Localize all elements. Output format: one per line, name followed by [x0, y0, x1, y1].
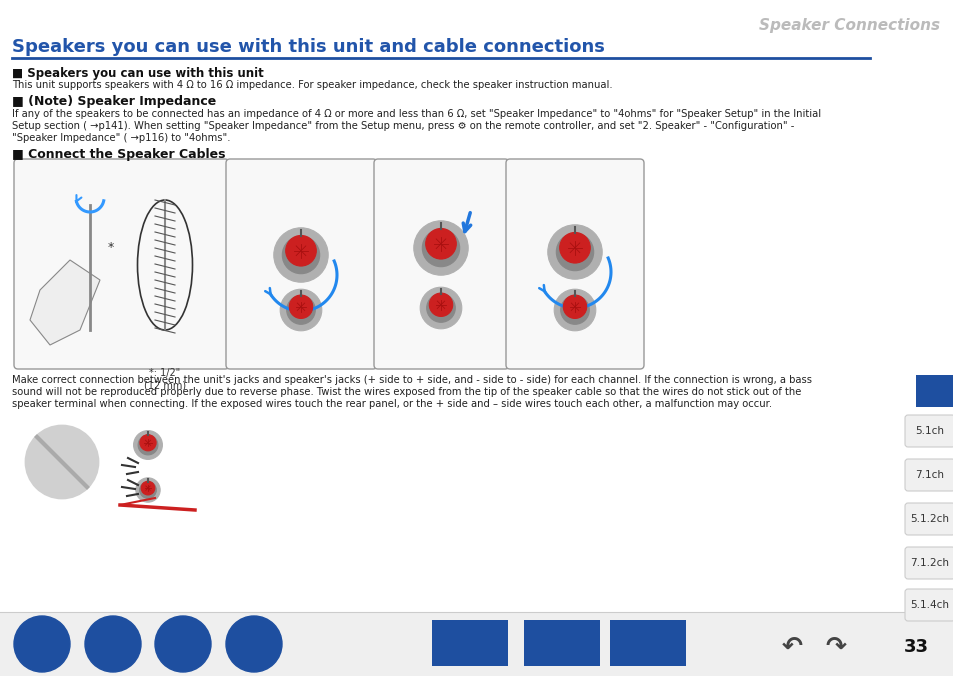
Text: 5.1ch: 5.1ch — [915, 426, 943, 436]
FancyBboxPatch shape — [523, 620, 599, 666]
Bar — [0, 612, 953, 676]
FancyBboxPatch shape — [226, 159, 376, 369]
Text: 5.1.2ch: 5.1.2ch — [909, 514, 948, 524]
Text: 7.1.2ch: 7.1.2ch — [909, 558, 948, 568]
FancyBboxPatch shape — [904, 503, 953, 535]
Circle shape — [138, 435, 158, 455]
Text: ■ (Note) Speaker Impedance: ■ (Note) Speaker Impedance — [12, 95, 216, 108]
Circle shape — [133, 431, 162, 460]
Circle shape — [425, 228, 456, 259]
Text: 33: 33 — [902, 638, 927, 656]
Circle shape — [562, 295, 586, 318]
Text: Speakers you can use with this unit and cable connections: Speakers you can use with this unit and … — [12, 38, 604, 56]
Text: ↷: ↷ — [824, 635, 845, 659]
Circle shape — [289, 295, 313, 318]
Text: Setup section ( →p141). When setting "Speaker Impedance" from the Setup menu, pr: Setup section ( →p141). When setting "Sp… — [12, 121, 794, 131]
Circle shape — [422, 229, 459, 267]
Text: ■ Connect the Speaker Cables: ■ Connect the Speaker Cables — [12, 148, 225, 161]
FancyBboxPatch shape — [904, 547, 953, 579]
Text: 7.1ch: 7.1ch — [915, 470, 943, 480]
Text: This unit supports speakers with 4 Ω to 16 Ω impedance. For speaker impedance, c: This unit supports speakers with 4 Ω to … — [12, 80, 612, 90]
Circle shape — [135, 478, 160, 502]
Circle shape — [14, 616, 70, 672]
FancyBboxPatch shape — [904, 415, 953, 447]
FancyBboxPatch shape — [505, 159, 643, 369]
Circle shape — [419, 287, 461, 329]
Circle shape — [139, 481, 156, 498]
Text: "Speaker Impedance" ( →p116) to "4ohms".: "Speaker Impedance" ( →p116) to "4ohms". — [12, 133, 231, 143]
Circle shape — [154, 616, 211, 672]
Text: Speaker Connections: Speaker Connections — [758, 18, 939, 33]
Text: Make correct connection between the unit's jacks and speaker's jacks (+ side to : Make correct connection between the unit… — [12, 375, 811, 385]
Polygon shape — [30, 260, 100, 345]
FancyBboxPatch shape — [374, 159, 509, 369]
FancyBboxPatch shape — [609, 620, 685, 666]
Text: If any of the speakers to be connected has an impedance of 4 Ω or more and less : If any of the speakers to be connected h… — [12, 109, 821, 119]
Text: *: 1/2"
(12 mm): *: 1/2" (12 mm) — [144, 368, 186, 391]
Circle shape — [226, 616, 282, 672]
FancyBboxPatch shape — [904, 459, 953, 491]
Circle shape — [282, 237, 319, 274]
Circle shape — [280, 289, 321, 331]
FancyBboxPatch shape — [14, 159, 229, 369]
Circle shape — [140, 435, 156, 451]
Text: ■ Speakers you can use with this unit: ■ Speakers you can use with this unit — [12, 67, 263, 80]
Circle shape — [556, 233, 593, 270]
Circle shape — [26, 426, 98, 498]
Circle shape — [554, 289, 596, 331]
Circle shape — [426, 293, 455, 322]
Text: sound will not be reproduced properly due to reverse phase. Twist the wires expo: sound will not be reproduced properly du… — [12, 387, 801, 397]
Circle shape — [559, 233, 590, 263]
Circle shape — [85, 616, 141, 672]
Circle shape — [547, 225, 601, 279]
Text: *: * — [108, 241, 114, 254]
Bar — [915, 375, 953, 407]
Text: 5.1.4ch: 5.1.4ch — [909, 600, 948, 610]
Text: ↶: ↶ — [781, 635, 801, 659]
Circle shape — [141, 481, 154, 495]
Circle shape — [560, 295, 589, 324]
FancyBboxPatch shape — [904, 589, 953, 621]
Circle shape — [285, 235, 316, 266]
Text: speaker terminal when connecting. If the exposed wires touch the rear panel, or : speaker terminal when connecting. If the… — [12, 399, 771, 409]
Circle shape — [287, 295, 315, 324]
Circle shape — [274, 228, 328, 282]
FancyBboxPatch shape — [432, 620, 507, 666]
Circle shape — [429, 293, 453, 316]
Circle shape — [414, 221, 468, 275]
